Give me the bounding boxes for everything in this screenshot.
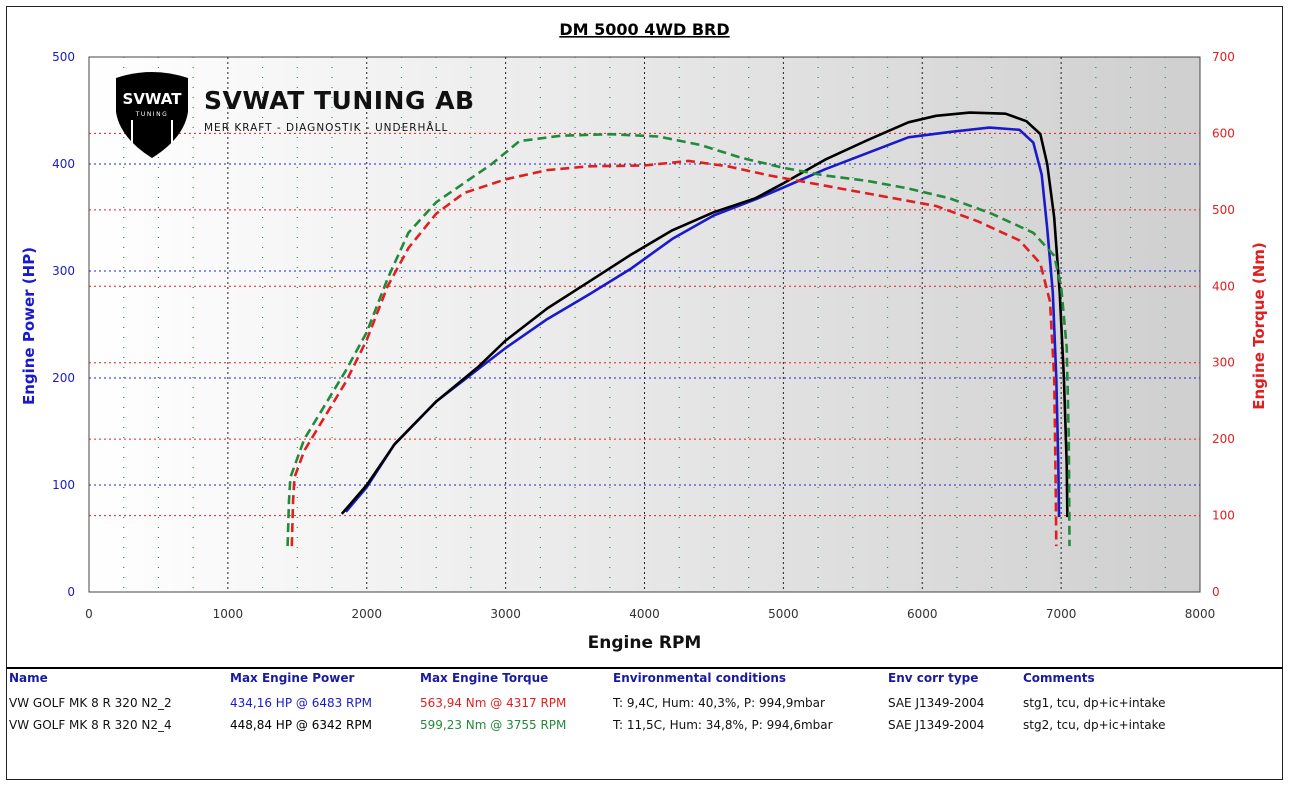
x-tick-label: 7000 (1046, 607, 1077, 621)
x-tick-label: 5000 (768, 607, 799, 621)
y-left-tick-label: 300 (52, 264, 75, 278)
header-env-conditions: Environmental conditions (613, 671, 787, 685)
y-right-tick-label: 600 (1212, 126, 1235, 140)
row-comments: stg1, tcu, dp+ic+intake (1023, 696, 1166, 710)
svwat-logo: SVWAT TUNING (112, 72, 192, 167)
x-tick-label: 3000 (490, 607, 521, 621)
x-tick-label: 6000 (907, 607, 938, 621)
grid (89, 57, 1200, 592)
y-right-tick-label: 700 (1212, 50, 1235, 64)
y-right-tick-label: 100 (1212, 509, 1235, 523)
row-env: T: 11,5C, Hum: 34,8%, P: 994,6mbar (613, 718, 833, 732)
table-header-row: Name Max Engine Power Max Engine Torque … (7, 671, 1282, 691)
x-tick-label: 0 (85, 607, 93, 621)
row-name: VW GOLF MK 8 R 320 N2_2 (9, 696, 172, 710)
logo-name: SVWAT TUNING AB (204, 86, 475, 115)
series-line (344, 126, 1061, 518)
y-right-tick-label: 300 (1212, 356, 1235, 370)
x-tick-label: 2000 (351, 607, 382, 621)
chart-title: DM 5000 4WD BRD (559, 20, 729, 39)
y-right-tick-label: 400 (1212, 279, 1235, 293)
row-corr: SAE J1349-2004 (888, 696, 985, 710)
svg-text:TUNING: TUNING (135, 111, 168, 118)
table-row: VW GOLF MK 8 R 320 N2_2 434,16 HP @ 6483… (7, 696, 1282, 716)
header-max-torque: Max Engine Torque (420, 671, 549, 685)
y-left-tick-label: 200 (52, 371, 75, 385)
header-max-power: Max Engine Power (230, 671, 355, 685)
row-env: T: 9,4C, Hum: 40,3%, P: 994,9mbar (613, 696, 825, 710)
x-tick-label: 4000 (629, 607, 660, 621)
x-tick-label: 8000 (1185, 607, 1216, 621)
series-line (286, 132, 1071, 547)
y-left-tick-label: 500 (52, 50, 75, 64)
y-left-tick-label: 100 (52, 478, 75, 492)
row-power: 448,84 HP @ 6342 RPM (230, 718, 372, 732)
y-axis-right-label: Engine Torque (Nm) (1250, 242, 1268, 410)
series-line (340, 111, 1069, 518)
logo-tagline: MER KRAFT - DIAGNOSTIK - UNDERHÅLL (204, 122, 449, 134)
header-env-corr: Env corr type (888, 671, 979, 685)
results-table: Name Max Engine Power Max Engine Torque … (6, 667, 1283, 780)
row-comments: stg2, tcu, dp+ic+intake (1023, 718, 1166, 732)
y-right-tick-label: 200 (1212, 432, 1235, 446)
series-line (290, 159, 1058, 547)
dyno-chart: 0 1000 2000 3000 4000 5000 6000 7000 80000100200… (20, 20, 1268, 653)
row-name: VW GOLF MK 8 R 320 N2_4 (9, 718, 172, 732)
table-row: VW GOLF MK 8 R 320 N2_4 448,84 HP @ 6342… (7, 718, 1282, 738)
header-comments: Comments (1023, 671, 1095, 685)
x-axis-label: Engine RPM (588, 633, 702, 653)
series-group (286, 111, 1071, 547)
shield-logo-icon: SVWAT TUNING (116, 72, 188, 158)
row-corr: SAE J1349-2004 (888, 718, 985, 732)
y-right-tick-label: 500 (1212, 203, 1235, 217)
y-right-tick-label: 0 (1212, 585, 1220, 599)
row-torque: 563,94 Nm @ 4317 RPM (420, 696, 567, 710)
y-left-tick-label: 400 (52, 157, 75, 171)
header-name: Name (9, 671, 48, 685)
y-left-tick-label: 0 (67, 585, 75, 599)
row-power: 434,16 HP @ 6483 RPM (230, 696, 372, 710)
ticks: 0 1000 2000 3000 4000 5000 6000 7000 80000100200… (52, 50, 1235, 621)
x-tick-label: 1000 (213, 607, 244, 621)
row-torque: 599,23 Nm @ 3755 RPM (420, 718, 567, 732)
svg-text:SVWAT: SVWAT (123, 90, 183, 108)
y-axis-left-label: Engine Power (HP) (20, 247, 38, 405)
